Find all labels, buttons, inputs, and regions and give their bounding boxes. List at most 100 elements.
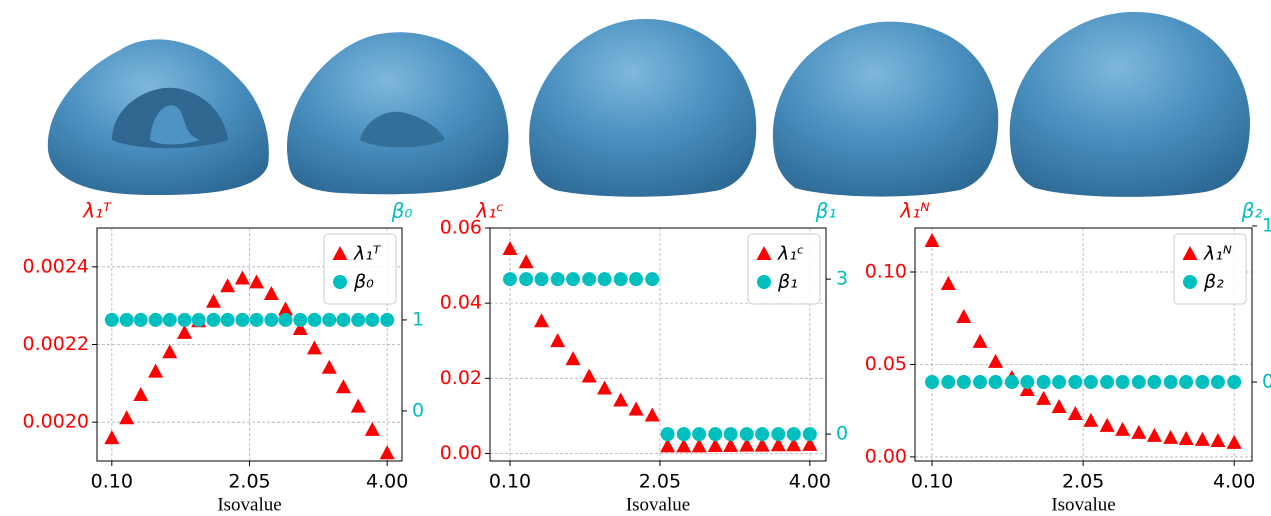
y-axis-label: λ₁ᶜ xyxy=(475,199,503,223)
circle-marker xyxy=(1179,375,1193,389)
y-axis-label: λ₁ᴺ xyxy=(899,199,929,223)
legend-label: λ₁ᵀ xyxy=(353,243,382,265)
y2-axis-label: β₁ xyxy=(815,199,837,223)
render xyxy=(529,19,756,197)
circle-marker xyxy=(1195,375,1209,389)
legend-label: λ₁ᴺ xyxy=(1203,243,1232,265)
circle-marker xyxy=(1084,375,1098,389)
circle-marker xyxy=(692,427,706,441)
triangle-marker xyxy=(973,334,988,348)
y2-tick-label: 1 xyxy=(1262,214,1271,236)
circle-marker xyxy=(566,272,580,286)
circle-marker xyxy=(740,427,754,441)
circle-marker xyxy=(724,427,738,441)
circle-marker xyxy=(1052,375,1066,389)
circle-marker xyxy=(279,313,293,327)
triangle-marker xyxy=(550,333,565,347)
triangle-marker xyxy=(597,380,612,394)
triangle-marker xyxy=(133,387,148,401)
circle-marker xyxy=(1037,375,1051,389)
circle-marker xyxy=(120,313,134,327)
circle-marker xyxy=(1100,375,1114,389)
triangle-marker xyxy=(380,445,395,459)
y-axis-label: λ₁ᵀ xyxy=(82,199,112,223)
y-tick-label: 0.0024 xyxy=(23,255,89,277)
triangle-marker xyxy=(1083,413,1098,427)
charts: 0.102.054.000.00200.00220.002401Isovalue… xyxy=(23,199,1271,516)
triangle-marker xyxy=(235,270,250,284)
triangle-marker xyxy=(1100,418,1115,432)
y-tick-label: 0.00 xyxy=(440,442,482,464)
circle-marker xyxy=(519,272,533,286)
legend-marker xyxy=(757,275,771,289)
y-tick-label: 0.0022 xyxy=(23,333,89,355)
circle-marker xyxy=(787,427,801,441)
y-tick-label: 0.10 xyxy=(865,261,907,283)
triangle-marker xyxy=(1052,399,1067,413)
triangle-marker xyxy=(941,276,956,290)
renders xyxy=(48,12,1250,197)
triangle-marker xyxy=(1163,430,1178,444)
render xyxy=(1010,12,1250,197)
figure: 0.102.054.000.00200.00220.002401Isovalue… xyxy=(0,0,1271,516)
triangle-marker xyxy=(1227,435,1242,449)
x-tick-label: 2.05 xyxy=(228,471,270,493)
circle-marker xyxy=(1147,375,1161,389)
triangle-marker xyxy=(1131,425,1146,439)
circle-marker xyxy=(535,272,549,286)
circle-marker xyxy=(941,375,955,389)
circle-marker xyxy=(614,272,628,286)
circle-marker xyxy=(582,272,596,286)
circle-marker xyxy=(989,375,1003,389)
circle-marker xyxy=(755,427,769,441)
triangle-marker xyxy=(177,325,192,339)
legend-label: β₁ xyxy=(777,271,798,293)
circle-marker xyxy=(178,313,192,327)
triangle-marker xyxy=(1179,431,1194,445)
circle-marker xyxy=(336,313,350,327)
y2-axis-label: β₂ xyxy=(1241,199,1263,223)
circle-marker xyxy=(598,272,612,286)
circle-marker xyxy=(1227,375,1241,389)
triangle-marker xyxy=(988,354,1003,368)
circle-marker xyxy=(235,313,249,327)
circle-marker xyxy=(1068,375,1082,389)
x-tick-label: 4.00 xyxy=(789,471,831,493)
circle-marker xyxy=(925,375,939,389)
circle-marker xyxy=(708,427,722,441)
circle-marker xyxy=(351,313,365,327)
triangle-marker xyxy=(220,278,235,292)
triangle-marker xyxy=(249,274,264,288)
triangle-marker xyxy=(1147,428,1162,442)
y2-tick-label: 1 xyxy=(412,308,424,330)
triangle-marker xyxy=(519,254,534,268)
triangle-marker xyxy=(1210,433,1225,447)
y-tick-label: 0.05 xyxy=(865,353,907,375)
triangle-marker xyxy=(502,241,517,255)
circle-marker xyxy=(105,313,119,327)
triangle-marker xyxy=(351,399,366,413)
circle-marker xyxy=(380,313,394,327)
triangle-marker xyxy=(1068,406,1083,420)
circle-marker xyxy=(264,313,278,327)
circle-marker xyxy=(1164,375,1178,389)
triangle-marker xyxy=(582,368,597,382)
circle-marker xyxy=(163,313,177,327)
triangle-marker xyxy=(956,309,971,323)
circle-marker xyxy=(957,375,971,389)
circle-marker xyxy=(134,313,148,327)
y2-axis-label: β₀ xyxy=(391,199,413,223)
circle-marker xyxy=(149,313,163,327)
y2-tick-label: 0 xyxy=(1262,371,1271,393)
triangle-marker xyxy=(534,313,549,327)
x-tick-label: 2.05 xyxy=(1062,471,1104,493)
triangle-marker xyxy=(925,233,940,247)
render xyxy=(773,22,998,197)
legend-marker xyxy=(1183,275,1197,289)
triangle-marker xyxy=(629,402,644,416)
y-tick-label: 0.04 xyxy=(440,292,482,314)
triangle-marker xyxy=(206,294,221,308)
circle-marker xyxy=(973,375,987,389)
x-tick-label: 0.10 xyxy=(91,471,133,493)
triangle-marker xyxy=(336,379,351,393)
